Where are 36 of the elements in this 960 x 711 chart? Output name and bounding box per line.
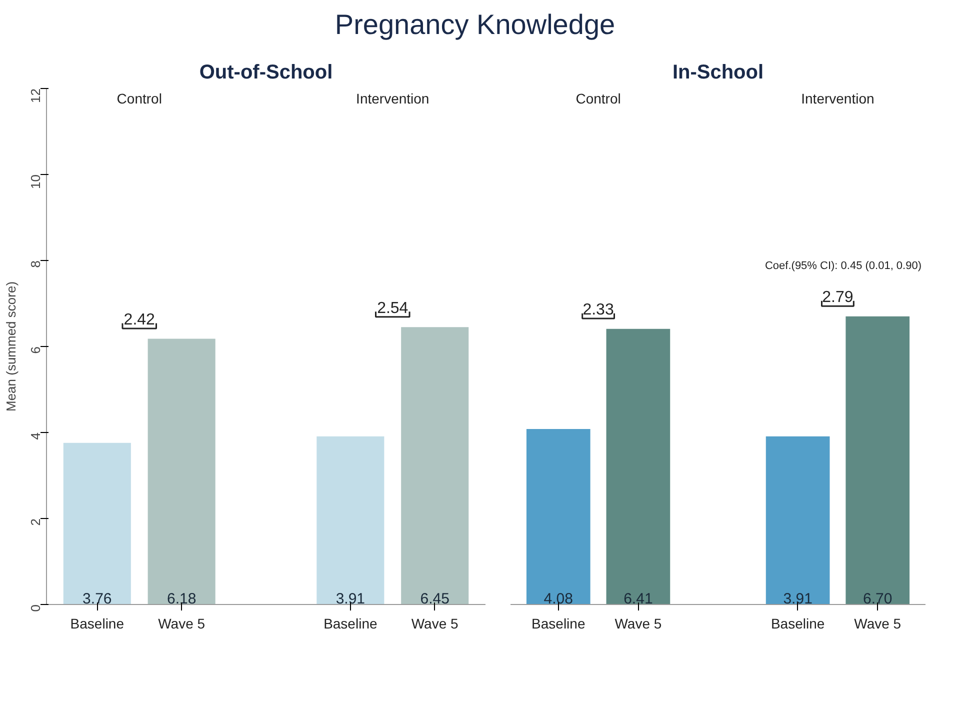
data-label: 3.76 [82, 590, 112, 608]
data-label: 6.70 [863, 590, 892, 608]
x-tick-label: Wave 5 [158, 616, 206, 632]
annotation: Intervention [801, 90, 874, 106]
x-tick-label: Wave 5 [854, 616, 902, 632]
x-tick-label: Baseline [770, 616, 825, 632]
annotation: Control [116, 90, 162, 106]
annotation: Intervention [356, 90, 430, 106]
x-tick-label: Baseline [70, 616, 124, 632]
y-tick-label: 2 [28, 518, 43, 526]
annotation: 2.42 [124, 311, 156, 328]
chart-title: Pregnancy Knowledge [334, 8, 616, 42]
y-tick-label: 10 [28, 174, 43, 189]
data-label: 6.18 [166, 590, 196, 608]
y-tick-label: 0 [28, 604, 43, 612]
annotation: 2.79 [822, 289, 854, 306]
y-tick-label: 4 [28, 432, 43, 440]
chart-subtitle: In-School [672, 62, 764, 84]
data-label: 4.08 [544, 590, 573, 608]
data-label: 6.41 [624, 590, 653, 608]
x-tick-label: Wave 5 [614, 616, 662, 632]
annotation: Coef.(95% CI): 0.45 (0.01, 0.90) [764, 260, 922, 272]
x-tick-label: Wave 5 [411, 616, 459, 632]
data-label: 3.91 [336, 590, 366, 608]
chart-subtitle: Out-of-School [199, 62, 333, 84]
annotation: 2.33 [582, 302, 614, 319]
data-label: 3.91 [783, 590, 812, 608]
y-tick-label: 12 [28, 88, 43, 103]
y-axis-title: Mean (summed score) [4, 281, 18, 412]
data-label: 6.45 [420, 590, 450, 608]
x-tick-label: Baseline [324, 616, 378, 632]
x-tick-label: Baseline [532, 616, 586, 632]
annotation: Control [576, 90, 621, 106]
annotation: 2.54 [377, 300, 408, 317]
y-tick-label: 8 [28, 260, 43, 268]
y-tick-label: 6 [28, 346, 43, 354]
